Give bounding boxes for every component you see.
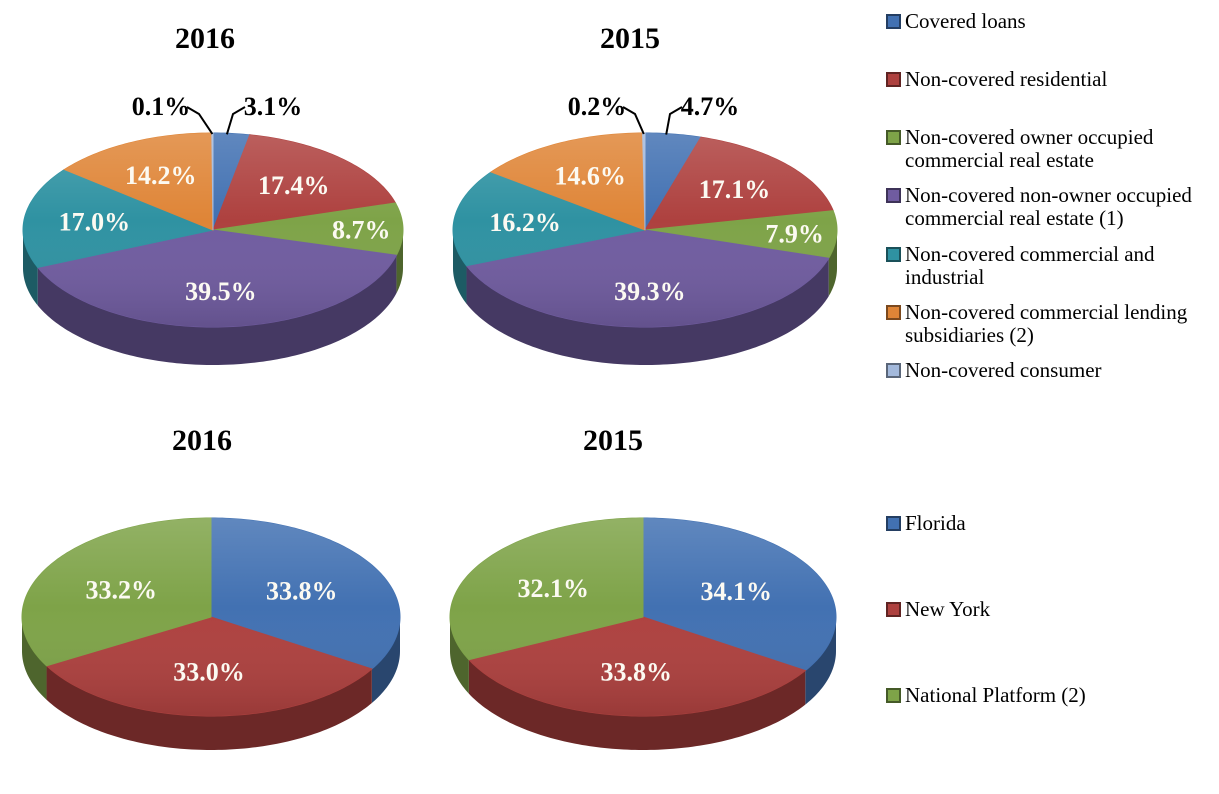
- legend-label: Non-covered non-owner occupied commercia…: [905, 183, 1192, 230]
- pie-title-loans-2015: 2015: [600, 22, 660, 55]
- legend-label: Non-covered consumer: [905, 358, 1102, 382]
- pie-inside-label-non-covered-owner-occupied-commercial-real-estate: 8.7%: [332, 215, 391, 244]
- legend-item-florida: Florida: [886, 512, 966, 535]
- pie-inside-label-non-covered-owner-occupied-commercial-real-estate: 7.9%: [765, 220, 824, 249]
- legend-swatch-icon: [886, 688, 901, 703]
- legend-item-covered-loans: Covered loans: [886, 10, 1026, 33]
- pie-inside-label-non-covered-commercial-lending-subsidiaries-2: 14.2%: [125, 161, 197, 190]
- pie-slice-side-non-covered-non-owner-occupied-commercial-real-estate-1: [37, 255, 397, 365]
- legend-label: New York: [905, 597, 991, 621]
- legend-swatch-icon: [886, 305, 901, 320]
- label-leader-line-covered-loans: [225, 106, 246, 135]
- pie-gloss-overlay: [22, 518, 400, 716]
- pie-inside-label-new-york: 33.8%: [601, 657, 673, 686]
- pie-slice-side-national-platform-2: [22, 617, 47, 700]
- legend-swatch-icon: [886, 14, 901, 29]
- legend-item-non-covered-non-owner-occupied-commercial-real-estate-1: Non-covered non-owner occupied commercia…: [886, 184, 1218, 230]
- pie-inside-label-non-covered-non-owner-occupied-commercial-real-estate-1: 39.3%: [614, 277, 686, 306]
- legend-item-non-covered-commercial-and-industrial: Non-covered commercial and industrial: [886, 243, 1218, 289]
- pie-outside-label-non-covered-consumer: 0.1%: [132, 92, 191, 121]
- pie-gloss-overlay: [450, 518, 836, 716]
- pie-inside-label-non-covered-non-owner-occupied-commercial-real-estate-1: 39.5%: [185, 277, 257, 306]
- legend-swatch-icon: [886, 602, 901, 617]
- pie-slice-side-non-covered-owner-occupied-commercial-real-estate: [828, 230, 837, 297]
- legend-swatch-icon: [886, 188, 901, 203]
- pie-slice-side-florida: [371, 617, 400, 703]
- legend-swatch-icon: [886, 72, 901, 87]
- pie-inside-label-non-covered-residential: 17.1%: [699, 175, 771, 204]
- legend-item-new-york: New York: [886, 598, 990, 621]
- label-leader-line-non-covered-consumer: [622, 106, 645, 135]
- pie-slice-side-non-covered-commercial-and-industrial: [23, 230, 38, 306]
- pie-gloss-overlay: [453, 133, 837, 327]
- legend-item-non-covered-consumer: Non-covered consumer: [886, 359, 1102, 382]
- legend-swatch-icon: [886, 516, 901, 531]
- legend-item-non-covered-commercial-lending-subsidiaries-2: Non-covered commercial lending subsidiar…: [886, 301, 1218, 347]
- pie-title-loans-2016: 2016: [175, 22, 235, 55]
- pie-title-geography-2016: 2016: [172, 424, 232, 457]
- pie-outside-label-non-covered-consumer: 0.2%: [568, 92, 627, 121]
- pie-inside-label-non-covered-residential: 17.4%: [258, 171, 330, 200]
- legend-label: National Platform (2): [905, 683, 1086, 707]
- pie-inside-label-non-covered-commercial-and-industrial: 16.2%: [489, 208, 561, 237]
- legend-item-non-covered-residential: Non-covered residential: [886, 68, 1107, 91]
- pie-inside-label-non-covered-commercial-lending-subsidiaries-2: 14.6%: [554, 162, 626, 191]
- legend-label: Covered loans: [905, 9, 1026, 33]
- legend-swatch-icon: [886, 130, 901, 145]
- pie-inside-label-national-platform-2: 32.1%: [517, 574, 589, 603]
- pie-slice-side-new-york: [468, 659, 806, 750]
- legend-label: Non-covered commercial lending subsidiar…: [905, 300, 1188, 347]
- label-leader-line-non-covered-consumer: [186, 106, 214, 135]
- legend-label: Florida: [905, 511, 966, 535]
- pie-slice-side-new-york: [46, 665, 372, 750]
- pie-outside-label-covered-loans: 4.7%: [681, 92, 740, 121]
- legend-label: Non-covered residential: [905, 67, 1108, 91]
- pie-inside-label-florida: 33.8%: [266, 577, 338, 606]
- pie-slice-side-non-covered-owner-occupied-commercial-real-estate: [396, 230, 403, 294]
- legend-item-national-platform-2: National Platform (2): [886, 684, 1086, 707]
- legend-label: Non-covered commercial and industrial: [905, 242, 1155, 289]
- pie-gloss-overlay: [23, 133, 403, 327]
- pie-slice-side-non-covered-non-owner-occupied-commercial-real-estate-1: [466, 258, 829, 365]
- legend-swatch-icon: [886, 363, 901, 378]
- pie-inside-label-non-covered-commercial-and-industrial: 17.0%: [59, 208, 131, 237]
- pie-slice-side-florida: [805, 617, 836, 705]
- pie-slice-side-national-platform-2: [450, 617, 469, 694]
- pie-title-geography-2015: 2015: [583, 424, 643, 457]
- legend-swatch-icon: [886, 247, 901, 262]
- pie-inside-label-new-york: 33.0%: [173, 657, 245, 686]
- pie-outside-label-covered-loans: 3.1%: [244, 92, 303, 121]
- pie-inside-label-national-platform-2: 33.2%: [85, 576, 157, 605]
- legend-item-non-covered-owner-occupied-commercial-real-estate: Non-covered owner occupied commercial re…: [886, 126, 1218, 172]
- label-leader-line-covered-loans: [665, 106, 683, 135]
- legend-label: Non-covered owner occupied commercial re…: [905, 125, 1154, 172]
- pie-inside-label-florida: 34.1%: [700, 577, 772, 606]
